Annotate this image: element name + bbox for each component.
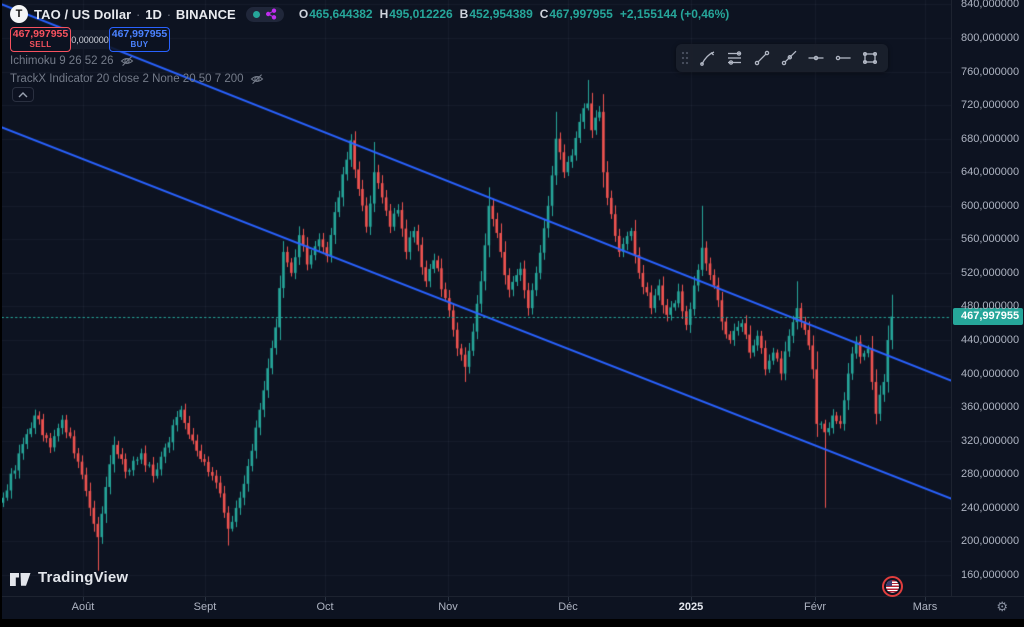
- brush-icon: [700, 51, 715, 66]
- share-icon[interactable]: [265, 8, 277, 20]
- time-tick: [325, 597, 326, 601]
- symbol-name[interactable]: TAO / US Dollar: [34, 6, 132, 22]
- tradingview-logo-text: TradingView: [38, 569, 129, 586]
- brush-tool-button[interactable]: [695, 46, 721, 70]
- time-tick: [205, 597, 206, 601]
- trade-panel: 467,997955 SELL 0,000000 467,997955 BUY: [10, 27, 170, 52]
- symbol-title[interactable]: TAO / US Dollar · 1D · BINANCE: [34, 7, 236, 22]
- price-tick: 360,000000: [961, 401, 1020, 414]
- time-tick: [83, 597, 84, 601]
- time-tick: [925, 597, 926, 601]
- indicator-title: Ichimoku 9 26 52 26: [10, 55, 114, 67]
- indicator-title: TrackX Indicator 20 close 2 None 20 50 7…: [10, 73, 244, 85]
- symbol-logo-icon[interactable]: T: [10, 5, 28, 23]
- price-tick: 760,000000: [961, 65, 1020, 78]
- price-tick: 680,000000: [961, 132, 1020, 145]
- trend-line-icon: [754, 50, 770, 66]
- trend-line-tool-button[interactable]: [749, 46, 775, 70]
- exchange-name[interactable]: BINANCE: [175, 6, 236, 22]
- horizontal-ray-tool-button[interactable]: [830, 46, 856, 70]
- high-label: H: [379, 7, 389, 21]
- separator: ·: [136, 6, 141, 22]
- time-label: Déc: [558, 601, 578, 613]
- market-status-pill[interactable]: [245, 6, 284, 22]
- market-status-dot: [252, 10, 260, 18]
- candlestick-chart[interactable]: [2, 0, 951, 596]
- separator: ·: [166, 6, 172, 22]
- tradingview-mark-icon: [10, 572, 31, 586]
- drawing-toolbar: [676, 44, 888, 72]
- sell-button[interactable]: 467,997955 SELL: [10, 27, 71, 52]
- us-flag-event-icon[interactable]: [882, 576, 903, 597]
- horizontal-line-icon: [808, 55, 824, 61]
- time-label: 2025: [678, 601, 704, 613]
- rectangle-tool-button[interactable]: [857, 46, 883, 70]
- time-label: Août: [71, 601, 95, 613]
- tradingview-logo[interactable]: TradingView: [10, 569, 128, 586]
- eye-hidden-icon[interactable]: [250, 72, 264, 86]
- price-tick: 800,000000: [961, 32, 1020, 44]
- sell-label: SELL: [29, 40, 52, 49]
- current-price-label: 467,997955: [953, 308, 1023, 326]
- price-tick: 240,000000: [961, 501, 1020, 514]
- parallel-channel-tool-button[interactable]: [722, 46, 748, 70]
- time-label: Oct: [316, 601, 334, 613]
- open-value: 465,644382: [309, 7, 373, 21]
- price-tick: 520,000000: [961, 266, 1020, 279]
- indicator-row-ichimoku[interactable]: Ichimoku 9 26 52 26: [10, 54, 134, 68]
- time-label: Sept: [193, 601, 217, 613]
- price-tick: 840,000000: [961, 0, 1020, 11]
- price-tick: 640,000000: [961, 166, 1020, 179]
- price-tick: 320,000000: [961, 434, 1020, 447]
- legend-collapse-button[interactable]: [12, 87, 34, 102]
- symbol-header: T TAO / US Dollar · 1D · BINANCE O465,64…: [10, 5, 729, 23]
- low-value: 452,954389: [469, 7, 533, 21]
- close-label: C: [539, 7, 549, 21]
- time-tick: [815, 597, 816, 601]
- chevron-up-icon: [18, 91, 28, 97]
- us-flag: [886, 580, 899, 593]
- chart-pane: T TAO / US Dollar · 1D · BINANCE O465,64…: [2, 0, 951, 597]
- time-tick: [568, 597, 569, 601]
- horizontal-ray-icon: [835, 55, 851, 61]
- spread-value: 0,000000: [71, 30, 109, 49]
- high-value: 495,012226: [389, 7, 453, 21]
- price-tick: 600,000000: [961, 199, 1020, 212]
- ray-tool-button[interactable]: [776, 46, 802, 70]
- eye-hidden-icon[interactable]: [120, 54, 134, 68]
- indicator-row-trackx[interactable]: TrackX Indicator 20 close 2 None 20 50 7…: [10, 72, 264, 86]
- price-tick: 280,000000: [961, 468, 1020, 481]
- time-tick: [448, 597, 449, 601]
- time-label: Nov: [438, 601, 458, 613]
- price-axis[interactable]: 467,997955 840,000000 800,000000 760,00000…: [951, 0, 1024, 596]
- time-tick: [691, 597, 692, 601]
- interval-value[interactable]: 1D: [145, 6, 163, 22]
- ohlc-readout: O465,644382 H495,012226 B452,954389 C467…: [299, 7, 729, 21]
- low-label: B: [459, 7, 469, 21]
- change-value: +2,155144 (+0,46%): [619, 7, 730, 21]
- price-tick: 400,000000: [961, 367, 1020, 380]
- ray-icon: [781, 50, 797, 66]
- price-tick: 440,000000: [961, 334, 1020, 346]
- time-label: Févr: [804, 601, 826, 613]
- horizontal-line-tool-button[interactable]: [803, 46, 829, 70]
- price-tick: 160,000000: [961, 568, 1020, 581]
- time-label: Mars: [912, 601, 938, 613]
- buy-price: 467,997955: [111, 28, 168, 40]
- buy-button[interactable]: 467,997955 BUY: [109, 27, 170, 52]
- price-tick: 720,000000: [961, 99, 1020, 112]
- close-value: 467,997955: [549, 7, 613, 21]
- price-tick: 560,000000: [961, 233, 1020, 246]
- gear-icon[interactable]: ⚙: [996, 599, 1008, 614]
- price-tick: 480,000000: [961, 300, 1020, 313]
- time-axis[interactable]: ⚙ Août Sept Oct Nov Déc 2025 Févr Mars: [2, 596, 1024, 619]
- sell-price: 467,997955: [12, 28, 69, 40]
- parallel-channel-icon: [728, 51, 742, 65]
- open-label: O: [298, 7, 309, 21]
- toolbar-drag-handle-icon[interactable]: [681, 50, 691, 66]
- price-tick: 200,000000: [961, 535, 1020, 548]
- buy-label: BUY: [130, 40, 149, 49]
- rectangle-icon: [862, 51, 878, 65]
